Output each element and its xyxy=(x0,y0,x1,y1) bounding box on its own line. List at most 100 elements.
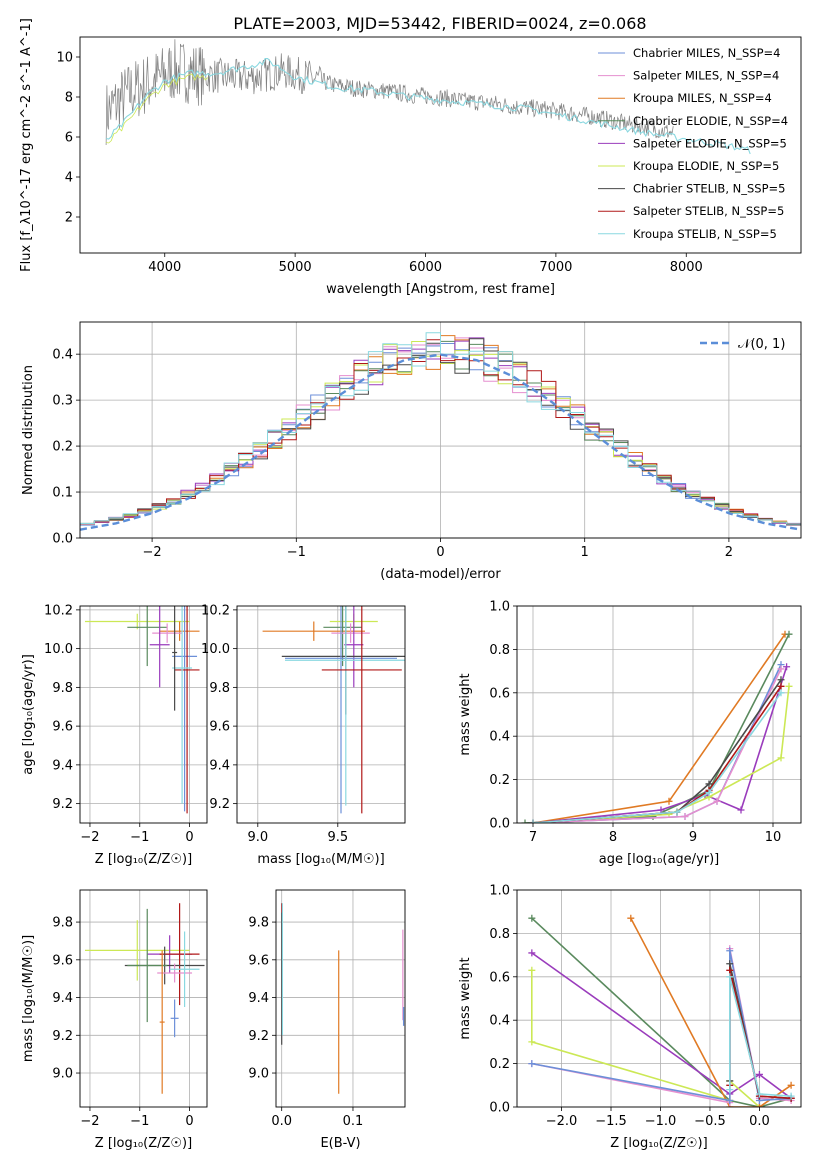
y-tick-label: 10.2 xyxy=(44,603,73,618)
y-tick-label: 0.4 xyxy=(489,1014,510,1029)
weight-line xyxy=(532,666,788,823)
x-tick-label: 0 xyxy=(185,1114,193,1129)
y-tick-label: 9.6 xyxy=(52,720,73,735)
weight-marker xyxy=(627,914,635,922)
y-tick-label: 0.2 xyxy=(489,1057,510,1072)
weight-marker xyxy=(528,914,536,922)
weight-line xyxy=(531,952,792,1099)
y-tick-label: 0.8 xyxy=(489,927,510,942)
y-tick-label: 9.2 xyxy=(209,797,230,812)
x-tick-label: −1 xyxy=(287,545,306,560)
weight-marker xyxy=(528,949,536,957)
legend-label: Kroupa STELIB, N_SSP=5 xyxy=(633,227,777,241)
y-axis-label: mass weight xyxy=(458,957,473,1039)
y-tick-label: 0.4 xyxy=(52,348,73,363)
weight-marker xyxy=(726,960,734,968)
weight-marker xyxy=(528,1038,536,1046)
y-tick-label: 9.0 xyxy=(248,1067,269,1082)
y-tick-label: 9.6 xyxy=(209,720,230,735)
axes-frame xyxy=(516,605,802,824)
weight-marker xyxy=(785,630,793,638)
y-axis-label: Flux [f_λ10^-17 erg cm^-2 s^-1 A^-1] xyxy=(19,18,34,272)
legend-label: Kroupa MILES, N_SSP=4 xyxy=(633,91,772,105)
y-tick-label: 0.4 xyxy=(489,730,510,745)
y-tick-label: 4 xyxy=(65,171,73,186)
weight-line xyxy=(728,970,792,1100)
weight-marker xyxy=(785,682,793,690)
x-tick-label: 9.0 xyxy=(247,830,268,845)
y-tick-label: 10.2 xyxy=(201,603,230,618)
x-tick-label: 10 xyxy=(765,830,782,845)
y-tick-label: 0.6 xyxy=(489,970,510,985)
y-axis-label: age [log₁₀(age/yr)] xyxy=(21,654,36,775)
axes-frame xyxy=(79,321,802,539)
weight-line xyxy=(524,633,790,823)
figure-title: PLATE=2003, MJD=53442, FIBERID=0024, z=0… xyxy=(233,14,646,33)
x-tick-label: 7 xyxy=(529,830,537,845)
weight-marker xyxy=(705,780,713,788)
weight-marker xyxy=(777,665,785,673)
y-tick-label: 0.8 xyxy=(489,643,510,658)
weight-marker xyxy=(681,812,689,820)
y-tick-label: 9.8 xyxy=(248,916,269,931)
plot-area xyxy=(281,903,405,1094)
weight-marker xyxy=(777,754,785,762)
axes-frame xyxy=(79,36,802,254)
x-tick-label: 0 xyxy=(185,830,193,845)
y-tick-label: 6 xyxy=(65,131,73,146)
plot-area xyxy=(84,606,200,814)
x-tick-label: 8 xyxy=(609,830,617,845)
weight-vs-age-panel: 7 8 9 10 0.0 0.2 0.4 0.6 0.8 1.0 age [log₁₀(age/yr… xyxy=(458,600,802,867)
legend-label: Kroupa ELODIE, N_SSP=5 xyxy=(633,159,779,173)
x-tick-label: 9 xyxy=(689,830,697,845)
x-axis-label: Z [log₁₀(Z/Z☉)] xyxy=(610,1136,707,1151)
y-tick-label: 0.0 xyxy=(489,1101,510,1116)
x-tick-label: −2 xyxy=(80,830,99,845)
axes-frame xyxy=(275,889,406,1108)
weight-marker xyxy=(777,676,785,684)
x-axis-label: wavelength [Angstrom, rest frame] xyxy=(326,282,555,297)
y-tick-label: 0.0 xyxy=(52,532,73,547)
x-tick-label: 0 xyxy=(436,545,444,560)
legend-label: Chabrier STELIB, N_SSP=5 xyxy=(633,182,785,196)
y-tick-label: 9.8 xyxy=(52,681,73,696)
x-tick-label: 8000 xyxy=(670,260,703,275)
weight-marker xyxy=(726,1096,734,1104)
y-axis-label: mass weight xyxy=(458,673,473,755)
weight-marker xyxy=(777,682,785,690)
x-tick-label: 2 xyxy=(725,545,733,560)
plot-area xyxy=(84,903,205,1094)
y-tick-label: 10.0 xyxy=(44,642,73,657)
legend-label: Chabrier MILES, N_SSP=4 xyxy=(633,46,780,60)
x-axis-label: Z [log₁₀(Z/Z☉)] xyxy=(95,1136,192,1151)
x-axis-label: mass [log₁₀(M/M☉)] xyxy=(257,852,384,867)
legend-label: Salpeter ELODIE, N_SSP=5 xyxy=(633,136,787,150)
x-tick-label: 5000 xyxy=(279,260,312,275)
model-spectrum-line xyxy=(106,73,209,144)
y-tick-label: 1.0 xyxy=(489,884,510,899)
normal-curve-line xyxy=(80,353,801,531)
y-tick-label: 9.2 xyxy=(248,1029,269,1044)
weight-marker xyxy=(726,973,734,981)
weight-marker xyxy=(529,819,537,823)
weight-line xyxy=(728,963,792,1100)
spectrum-panel: 4000 5000 6000 7000 8000 2 4 6 8 10 Chabrier MILES… xyxy=(19,18,802,297)
plot-area xyxy=(262,606,405,814)
x-tick-label: −1.0 xyxy=(645,1114,677,1129)
weight-marker xyxy=(783,663,791,671)
y-tick-label: 2 xyxy=(65,211,73,226)
weight-marker xyxy=(521,819,529,823)
y-tick-label: 9.2 xyxy=(52,1029,73,1044)
x-tick-label: 0.0 xyxy=(749,1114,770,1129)
weight-marker xyxy=(665,797,673,805)
observed-spectrum-line xyxy=(105,39,674,146)
legend-label: Chabrier ELODIE, N_SSP=4 xyxy=(633,114,788,128)
legend-label: Salpeter MILES, N_SSP=4 xyxy=(633,69,779,83)
mass-vs-metallicity-panel: −2 −1 0 9.0 9.2 9.4 9.6 9.8 Z [log₁₀(Z/Z☉)] mass … xyxy=(21,889,208,1151)
axes-frame xyxy=(236,605,406,824)
weight-marker xyxy=(726,947,734,955)
y-axis-label: mass [log₁₀(M/M☉)] xyxy=(21,935,36,1062)
x-tick-label: 7000 xyxy=(539,260,572,275)
x-tick-label: −2 xyxy=(143,545,162,560)
